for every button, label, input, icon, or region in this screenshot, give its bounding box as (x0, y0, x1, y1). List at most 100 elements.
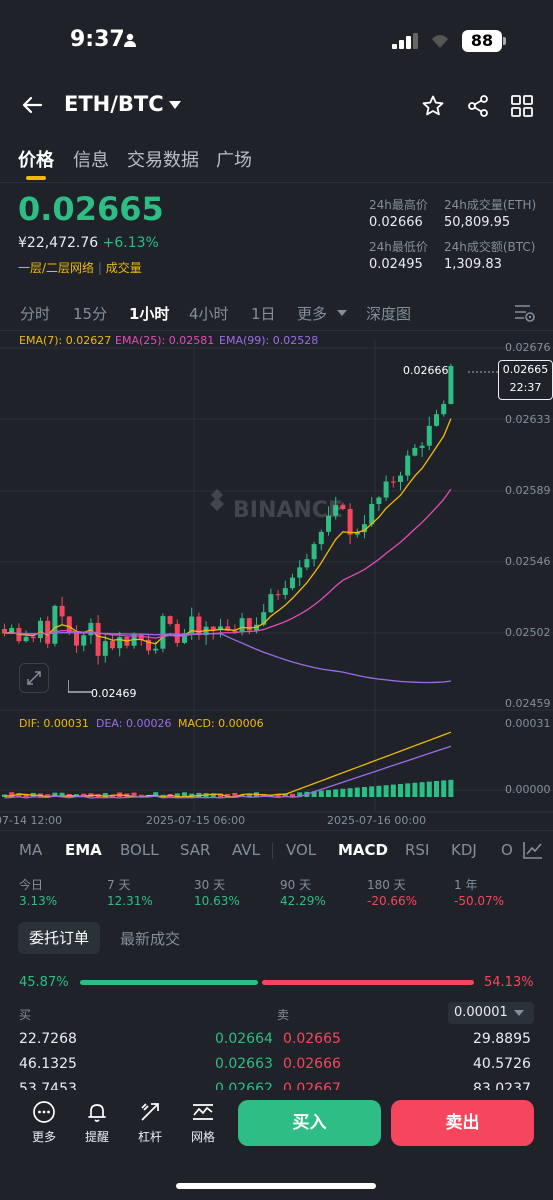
indicator-settings-button[interactable] (515, 832, 553, 870)
buy-ratio-bar (80, 980, 258, 985)
dea-label: DEA: 0.00026 (96, 717, 172, 730)
perf-value: 3.13% (19, 894, 58, 908)
ask-qty: 40.5726 (473, 1056, 531, 1072)
more-button[interactable]: 更多 (19, 1100, 69, 1146)
alert-label: 提醒 (84, 1130, 109, 1144)
indicator-vol[interactable]: VOL (286, 841, 317, 859)
stat-high: 0.02666 (369, 215, 423, 230)
macd-bar (434, 781, 439, 797)
grid-menu-icon[interactable] (510, 94, 534, 118)
tab-trade-data[interactable]: 交易数据 (127, 150, 199, 171)
bid-price[interactable]: 0.02663 (215, 1056, 273, 1072)
tab-order-book[interactable]: 委托订单 (18, 922, 100, 954)
grid-trading-icon (193, 1104, 213, 1120)
indicator-macd[interactable]: MACD (338, 841, 388, 859)
chart-settings-icon[interactable] (514, 303, 536, 323)
candle-body (182, 633, 187, 643)
indicator-avl[interactable]: AVL (232, 841, 260, 859)
back-arrow-icon[interactable] (20, 93, 44, 117)
candle-body (210, 626, 216, 630)
caret-down-icon[interactable] (514, 1009, 524, 1017)
divider (0, 182, 553, 183)
buy-button[interactable]: 买入 (238, 1100, 381, 1146)
time-axis-label: 2025-07-16 00:00 (327, 814, 427, 827)
ask-price[interactable]: 0.02666 (283, 1056, 341, 1072)
indicator-more[interactable]: O (501, 841, 513, 859)
macd-bar (326, 790, 331, 797)
candle-body (59, 605, 65, 617)
candle-body (398, 475, 403, 482)
stat-label-low: 24h最低价 (369, 240, 428, 254)
category-tags: 一层/二层网络 | 成交量 (18, 261, 142, 275)
bid-price[interactable]: 0.02664 (215, 1031, 273, 1047)
candlestick-chart[interactable]: BINANCE (0, 330, 553, 830)
price-axis-label: 0.02502 (505, 626, 551, 639)
macd-bar (210, 793, 216, 797)
candle-body (369, 504, 375, 525)
macd-bar (45, 794, 51, 797)
macd-bar (160, 794, 166, 797)
macd-bar (174, 793, 180, 797)
macd-bar (189, 793, 195, 797)
tab-recent-trades[interactable]: 最新成交 (120, 930, 181, 948)
fullscreen-button[interactable] (19, 663, 49, 693)
divider (272, 843, 273, 859)
pair-title[interactable]: ETH/BTC (64, 92, 164, 116)
perf-value: -20.66% (367, 894, 418, 908)
interval-4h[interactable]: 4小时 (189, 305, 229, 323)
tab-active-indicator (26, 176, 46, 180)
macd-bar (59, 792, 65, 797)
macd-bar (354, 787, 360, 797)
interval-more[interactable]: 更多 (297, 305, 328, 323)
indicator-ema[interactable]: EMA (65, 841, 102, 859)
tab-square[interactable]: 广场 (216, 150, 252, 171)
dea-line (4, 745, 452, 799)
price-axis-label: 0.02459 (505, 697, 551, 710)
macd-bar (138, 794, 144, 797)
interval-15m[interactable]: 15分 (73, 305, 108, 323)
precision-select[interactable]: 0.00001 (448, 1002, 534, 1024)
price-axis-label: 0.02676 (505, 341, 551, 354)
sell-column-label: 卖 (277, 1008, 290, 1022)
leverage-button[interactable]: 杠杆 (125, 1100, 175, 1146)
volume-tag[interactable]: 成交量 (105, 261, 142, 275)
precision-value: 0.00001 (454, 1005, 508, 1020)
indicator-sar[interactable]: SAR (180, 841, 211, 859)
candle-body (38, 620, 43, 639)
caret-down-icon[interactable] (337, 309, 347, 317)
alert-button[interactable]: 提醒 (72, 1100, 122, 1146)
leverage-icon (141, 1103, 159, 1121)
expand-icon (27, 671, 41, 685)
macd-bar (369, 786, 375, 797)
wifi-icon (432, 35, 448, 48)
macd-bar (333, 789, 339, 797)
sell-button[interactable]: 卖出 (391, 1100, 534, 1146)
sell-ratio: 54.13% (484, 975, 534, 990)
tab-price[interactable]: 价格 (18, 150, 54, 171)
caret-down-icon[interactable] (169, 100, 181, 110)
interval-1d[interactable]: 1日 (251, 305, 276, 323)
candle-body (333, 504, 339, 516)
tab-info[interactable]: 信息 (73, 150, 109, 171)
grid-button[interactable]: 网格 (178, 1100, 228, 1146)
layer-tag[interactable]: 一层/二层网络 (18, 261, 95, 275)
macd-bar (448, 779, 454, 797)
indicator-boll[interactable]: BOLL (120, 841, 159, 859)
price-change: +6.13% (102, 235, 159, 251)
indicator-rsi[interactable]: RSI (405, 841, 430, 859)
perf-value: 12.31% (107, 894, 153, 908)
macd-bar (297, 792, 303, 797)
interval-depth[interactable]: 深度图 (366, 305, 412, 323)
indicator-kdj[interactable]: KDJ (451, 841, 477, 859)
share-icon[interactable] (466, 94, 490, 118)
stat-label-vol-btc: 24h成交额(BTC) (444, 240, 536, 254)
ask-price[interactable]: 0.02665 (283, 1031, 341, 1047)
indicator-ma[interactable]: MA (19, 841, 43, 859)
perf-value: 42.29% (280, 894, 326, 908)
star-icon[interactable] (421, 94, 445, 118)
interval-timeline[interactable]: 分时 (20, 305, 51, 323)
macd-bar (182, 792, 187, 797)
macd-bar (246, 794, 252, 797)
macd-bar (441, 780, 447, 797)
interval-1h[interactable]: 1小时 (129, 305, 170, 323)
